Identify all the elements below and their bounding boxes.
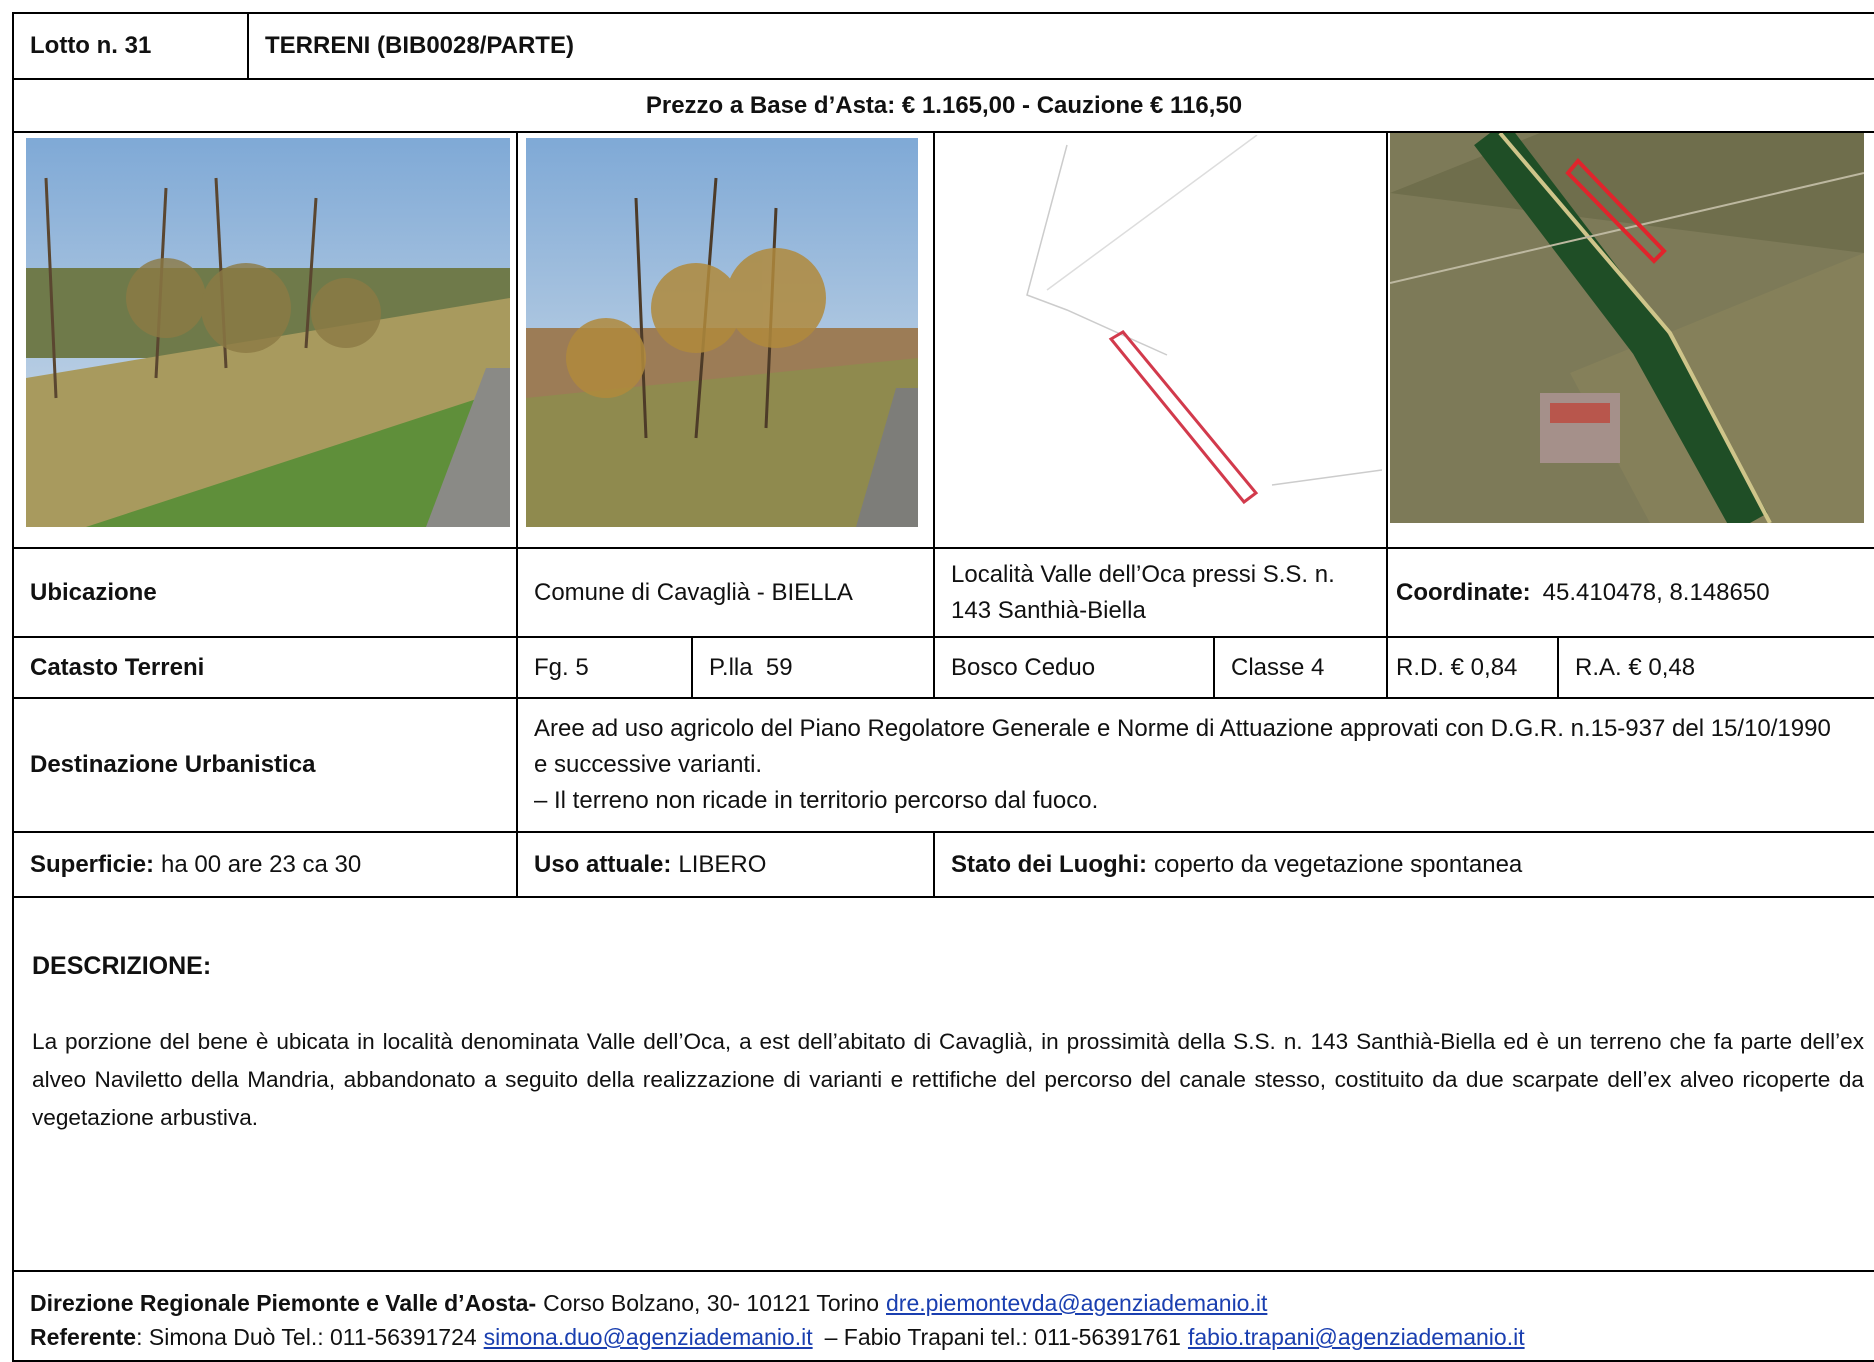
value-cell: Coordinate: 45.410478, 8.148650 bbox=[1386, 547, 1874, 638]
value-cell: P.lla 59 bbox=[691, 636, 935, 699]
localita: Località Valle dell’Oca pressi S.S. n. 1… bbox=[951, 560, 1335, 624]
value-cell: Uso attuale: LIBERO bbox=[516, 831, 935, 898]
label-cell: Catasto Terreni bbox=[12, 636, 518, 699]
footer-line: Referente: Simona Duò Tel.: 011-56391724… bbox=[30, 1320, 1525, 1354]
uso: LIBERO bbox=[678, 850, 767, 878]
value-cell: R.A. € 0,48 bbox=[1557, 636, 1874, 699]
reddito-agrario: R.A. € 0,48 bbox=[1575, 653, 1696, 681]
cadastral-map bbox=[1026, 135, 1382, 505]
lot-title: TERRENI (BIB0028/PARTE) bbox=[265, 32, 574, 59]
particella: P.lla 59 bbox=[709, 653, 793, 681]
qualita: Bosco Ceduo bbox=[951, 653, 1096, 681]
title-cell: TERRENI (BIB0028/PARTE) bbox=[247, 12, 1874, 80]
label: Catasto Terreni bbox=[30, 653, 205, 681]
photo-2 bbox=[526, 138, 918, 527]
price: Prezzo a Base d’Asta: € 1.165,00 - Cauzi… bbox=[645, 91, 1243, 119]
label-cell: Destinazione Urbanistica bbox=[12, 697, 518, 833]
lot-number: Lotto n. 31 bbox=[30, 32, 152, 59]
footer: Direzione Regionale Piemonte e Valle d’A… bbox=[12, 1270, 1874, 1362]
value-cell: Comune di Cavaglià - BIELLA bbox=[516, 547, 935, 638]
description-cell: DESCRIZIONE: La porzione del bene è ubic… bbox=[12, 896, 1874, 1272]
contact: : Simona Duò Tel.: 011-56391724 bbox=[136, 1324, 477, 1350]
email-link[interactable]: fabio.trapani@agenziademanio.it bbox=[1187, 1324, 1525, 1350]
label: Referente bbox=[30, 1324, 137, 1350]
label: Destinazione Urbanistica bbox=[30, 751, 316, 778]
label: Ubicazione bbox=[30, 578, 157, 606]
value-cell: Località Valle dell’Oca pressi S.S. n. 1… bbox=[933, 547, 1388, 638]
foglio: Fg. 5 bbox=[534, 653, 589, 681]
office: Direzione Regionale Piemonte e Valle d’A… bbox=[30, 1290, 537, 1316]
label: Superficie: bbox=[30, 850, 155, 878]
label: Uso attuale: bbox=[534, 850, 672, 878]
value-cell: Superficie: ha 00 are 23 ca 30 bbox=[12, 831, 518, 898]
value-cell: Aree ad uso agricolo del Piano Regolator… bbox=[516, 697, 1874, 833]
value-cell: Fg. 5 bbox=[516, 636, 693, 699]
lot-cell: Lotto n. 31 bbox=[12, 12, 249, 80]
destinazione-note: – Il terreno non ricade in territorio pe… bbox=[534, 787, 1099, 814]
value-cell: Bosco Ceduo bbox=[933, 636, 1215, 699]
price-cell: Prezzo a Base d’Asta: € 1.165,00 - Cauzi… bbox=[12, 78, 1874, 133]
contact: – Fabio Trapani tel.: 011-56391761 bbox=[824, 1324, 1181, 1350]
reddito-dominicale: R.D. € 0,84 bbox=[1396, 653, 1518, 681]
photo-1 bbox=[26, 138, 510, 527]
label: Stato dei Luoghi: bbox=[951, 850, 1147, 878]
footer-line: Direzione Regionale Piemonte e Valle d’A… bbox=[30, 1286, 1267, 1320]
value-cell: R.D. € 0,84 bbox=[1386, 636, 1559, 699]
superficie: ha 00 are 23 ca 30 bbox=[161, 850, 362, 878]
comune: Comune di Cavaglià - BIELLA bbox=[534, 578, 853, 606]
stato: coperto da vegetazione spontanea bbox=[1153, 850, 1523, 878]
classe: Classe 4 bbox=[1231, 653, 1325, 681]
value-cell: Classe 4 bbox=[1213, 636, 1388, 699]
description-heading: DESCRIZIONE: bbox=[32, 952, 212, 980]
value-cell: Stato dei Luoghi: coperto da vegetazione … bbox=[933, 831, 1874, 898]
email-link[interactable]: simona.duo@agenziademanio.it bbox=[483, 1324, 813, 1350]
description-text: La porzione del bene è ubicata in locali… bbox=[32, 1029, 1864, 1130]
label: Coordinate: bbox=[1396, 578, 1531, 606]
address: Corso Bolzano, 30- 10121 Torino bbox=[543, 1290, 879, 1316]
destinazione-text: Aree ad uso agricolo del Piano Regolator… bbox=[534, 715, 1831, 778]
email-link[interactable]: dre.piemontevda@agenziademanio.it bbox=[886, 1290, 1268, 1316]
coordinates: 45.410478, 8.148650 bbox=[1542, 578, 1770, 606]
aerial-map bbox=[1390, 133, 1864, 523]
label-cell: Ubicazione bbox=[12, 547, 518, 638]
